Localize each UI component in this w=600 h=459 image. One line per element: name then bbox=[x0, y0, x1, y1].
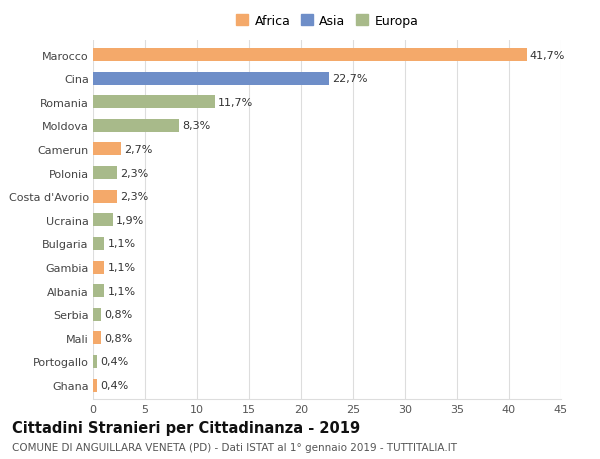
Text: 0,8%: 0,8% bbox=[104, 333, 133, 343]
Text: 41,7%: 41,7% bbox=[530, 50, 565, 61]
Bar bbox=[93, 285, 104, 297]
Bar bbox=[93, 379, 97, 392]
Text: 0,4%: 0,4% bbox=[100, 357, 128, 367]
Bar bbox=[93, 49, 527, 62]
Bar bbox=[93, 96, 215, 109]
Text: Cittadini Stranieri per Cittadinanza - 2019: Cittadini Stranieri per Cittadinanza - 2… bbox=[12, 420, 360, 435]
Bar bbox=[93, 331, 101, 345]
Bar bbox=[93, 167, 117, 179]
Bar bbox=[93, 308, 101, 321]
Bar bbox=[93, 355, 97, 368]
Text: 2,7%: 2,7% bbox=[124, 145, 152, 155]
Text: 1,1%: 1,1% bbox=[107, 263, 136, 273]
Text: COMUNE DI ANGUILLARA VENETA (PD) - Dati ISTAT al 1° gennaio 2019 - TUTTITALIA.IT: COMUNE DI ANGUILLARA VENETA (PD) - Dati … bbox=[12, 442, 457, 452]
Bar bbox=[93, 120, 179, 133]
Text: 2,3%: 2,3% bbox=[120, 168, 148, 178]
Text: 2,3%: 2,3% bbox=[120, 192, 148, 202]
Legend: Africa, Asia, Europa: Africa, Asia, Europa bbox=[232, 11, 422, 32]
Bar bbox=[93, 143, 121, 156]
Bar bbox=[93, 237, 104, 250]
Text: 0,8%: 0,8% bbox=[104, 309, 133, 319]
Bar bbox=[93, 73, 329, 85]
Text: 1,9%: 1,9% bbox=[116, 215, 144, 225]
Text: 0,4%: 0,4% bbox=[100, 380, 128, 390]
Text: 8,3%: 8,3% bbox=[182, 121, 211, 131]
Text: 11,7%: 11,7% bbox=[218, 98, 253, 107]
Text: 1,1%: 1,1% bbox=[107, 239, 136, 249]
Text: 22,7%: 22,7% bbox=[332, 74, 368, 84]
Bar bbox=[93, 190, 117, 203]
Bar bbox=[93, 261, 104, 274]
Bar bbox=[93, 214, 113, 227]
Text: 1,1%: 1,1% bbox=[107, 286, 136, 296]
